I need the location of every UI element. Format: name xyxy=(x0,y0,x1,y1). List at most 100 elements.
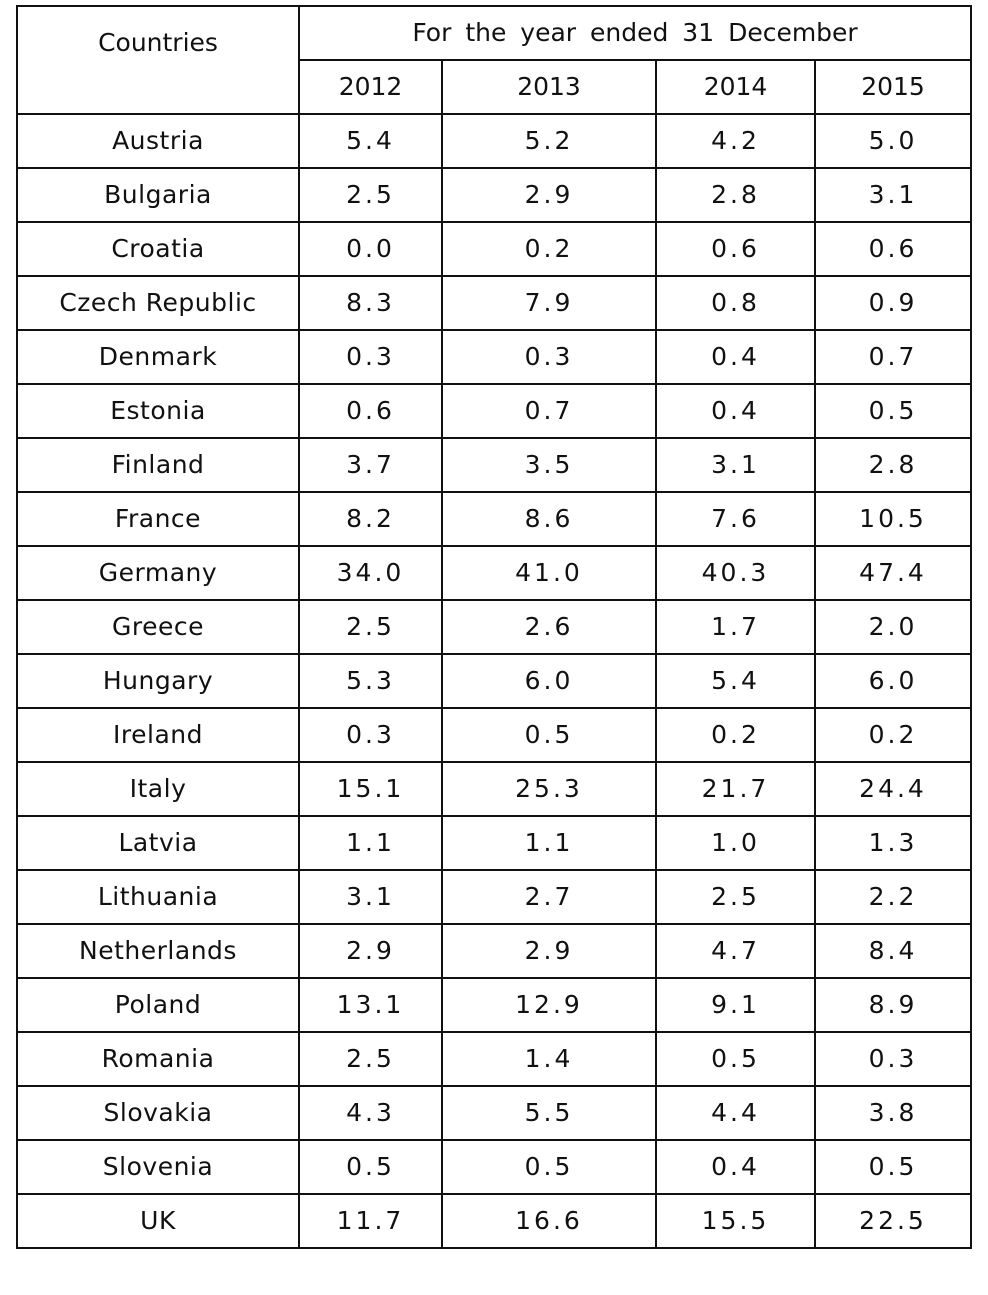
table-row: Denmark 0.3 0.3 0.4 0.7 xyxy=(16,329,973,385)
value-cell-2013: 8.6 xyxy=(441,491,657,547)
country-cell: France xyxy=(16,491,300,547)
value-cell-2015: 0.7 xyxy=(813,329,973,385)
value-cell-2015: 47.4 xyxy=(813,545,973,601)
value-cell-2013: 3.5 xyxy=(441,437,657,493)
value-cell-2013: 0.7 xyxy=(441,383,657,439)
value-cell-2012: 2.5 xyxy=(298,1031,443,1087)
value-cell-2015: 2.0 xyxy=(813,599,973,655)
value-cell-2015: 2.8 xyxy=(813,437,973,493)
value-cell-2013: 41.0 xyxy=(441,545,657,601)
value-cell-2015: 22.5 xyxy=(813,1193,973,1249)
country-cell: Greece xyxy=(16,599,300,655)
country-cell: Italy xyxy=(16,761,300,817)
table-row: Romania 2.5 1.4 0.5 0.3 xyxy=(16,1031,973,1087)
value-cell-2014: 0.5 xyxy=(655,1031,816,1087)
country-cell: Austria xyxy=(16,113,300,169)
value-cell-2012: 0.6 xyxy=(298,383,443,439)
value-cell-2015: 0.3 xyxy=(813,1031,973,1087)
value-cell-2014: 4.2 xyxy=(655,113,816,169)
table-row: Italy 15.1 25.3 21.7 24.4 xyxy=(16,761,973,817)
value-cell-2015: 10.5 xyxy=(813,491,973,547)
value-cell-2012: 2.9 xyxy=(298,923,443,979)
country-cell: Slovakia xyxy=(16,1085,300,1141)
value-cell-2014: 1.7 xyxy=(655,599,816,655)
table-body: Austria 5.4 5.2 4.2 5.0 Bulgaria 2.5 2.9 2.8 3.1 C… xyxy=(16,113,973,1249)
table-row: Hungary 5.3 6.0 5.4 6.0 xyxy=(16,653,973,709)
value-cell-2015: 3.1 xyxy=(813,167,973,223)
value-cell-2014: 3.1 xyxy=(655,437,816,493)
value-cell-2013: 5.2 xyxy=(441,113,657,169)
value-cell-2012: 0.3 xyxy=(298,329,443,385)
value-cell-2013: 0.2 xyxy=(441,221,657,277)
value-cell-2014: 0.4 xyxy=(655,329,816,385)
value-cell-2015: 0.5 xyxy=(813,1139,973,1195)
table-row: Ireland 0.3 0.5 0.2 0.2 xyxy=(16,707,973,763)
value-cell-2014: 40.3 xyxy=(655,545,816,601)
value-cell-2015: 3.8 xyxy=(813,1085,973,1141)
value-cell-2012: 0.5 xyxy=(298,1139,443,1195)
value-cell-2012: 0.0 xyxy=(298,221,443,277)
value-cell-2015: 6.0 xyxy=(813,653,973,709)
value-cell-2012: 2.5 xyxy=(298,167,443,223)
table-row: Croatia 0.0 0.2 0.6 0.6 xyxy=(16,221,973,277)
table-row: Slovakia 4.3 5.5 4.4 3.8 xyxy=(16,1085,973,1141)
country-cell: Romania xyxy=(16,1031,300,1087)
country-cell: UK xyxy=(16,1193,300,1249)
value-cell-2012: 11.7 xyxy=(298,1193,443,1249)
year-header-2012: 2012 xyxy=(298,59,443,115)
country-cell: Estonia xyxy=(16,383,300,439)
value-cell-2012: 4.3 xyxy=(298,1085,443,1141)
value-cell-2013: 0.3 xyxy=(441,329,657,385)
value-cell-2014: 15.5 xyxy=(655,1193,816,1249)
table-row: Finland 3.7 3.5 3.1 2.8 xyxy=(16,437,973,493)
value-cell-2013: 0.5 xyxy=(441,707,657,763)
value-cell-2012: 34.0 xyxy=(298,545,443,601)
value-cell-2012: 15.1 xyxy=(298,761,443,817)
value-cell-2012: 2.5 xyxy=(298,599,443,655)
value-cell-2015: 8.4 xyxy=(813,923,973,979)
country-cell: Slovenia xyxy=(16,1139,300,1195)
country-cell: Croatia xyxy=(16,221,300,277)
country-cell: Denmark xyxy=(16,329,300,385)
value-cell-2014: 9.1 xyxy=(655,977,816,1033)
table-row: Austria 5.4 5.2 4.2 5.0 xyxy=(16,113,973,169)
value-cell-2012: 5.3 xyxy=(298,653,443,709)
countries-header: Countries xyxy=(16,5,300,115)
value-cell-2012: 1.1 xyxy=(298,815,443,871)
country-cell: Netherlands xyxy=(16,923,300,979)
value-cell-2015: 2.2 xyxy=(813,869,973,925)
value-cell-2013: 2.9 xyxy=(441,923,657,979)
value-cell-2013: 16.6 xyxy=(441,1193,657,1249)
value-cell-2014: 4.4 xyxy=(655,1085,816,1141)
value-cell-2013: 7.9 xyxy=(441,275,657,331)
country-cell: Bulgaria xyxy=(16,167,300,223)
value-cell-2012: 8.3 xyxy=(298,275,443,331)
value-cell-2014: 21.7 xyxy=(655,761,816,817)
value-cell-2014: 0.8 xyxy=(655,275,816,331)
value-cell-2014: 2.5 xyxy=(655,869,816,925)
table-row: UK 11.7 16.6 15.5 22.5 xyxy=(16,1193,973,1249)
value-cell-2013: 12.9 xyxy=(441,977,657,1033)
country-cell: Finland xyxy=(16,437,300,493)
year-header-2014: 2014 xyxy=(655,59,816,115)
country-data-table: Countries For the year ended 31 December… xyxy=(16,5,973,1249)
country-cell: Ireland xyxy=(16,707,300,763)
value-cell-2014: 0.4 xyxy=(655,383,816,439)
value-cell-2014: 5.4 xyxy=(655,653,816,709)
country-cell: Poland xyxy=(16,977,300,1033)
year-header-2015: 2015 xyxy=(813,59,973,115)
value-cell-2015: 5.0 xyxy=(813,113,973,169)
value-cell-2013: 2.6 xyxy=(441,599,657,655)
table-row: Estonia 0.6 0.7 0.4 0.5 xyxy=(16,383,973,439)
value-cell-2012: 13.1 xyxy=(298,977,443,1033)
value-cell-2013: 5.5 xyxy=(441,1085,657,1141)
country-cell: Lithuania xyxy=(16,869,300,925)
value-cell-2013: 2.7 xyxy=(441,869,657,925)
value-cell-2015: 0.9 xyxy=(813,275,973,331)
table-row: Germany 34.0 41.0 40.3 47.4 xyxy=(16,545,973,601)
country-cell: Latvia xyxy=(16,815,300,871)
value-cell-2012: 5.4 xyxy=(298,113,443,169)
value-cell-2015: 0.5 xyxy=(813,383,973,439)
value-cell-2014: 4.7 xyxy=(655,923,816,979)
value-cell-2015: 0.6 xyxy=(813,221,973,277)
